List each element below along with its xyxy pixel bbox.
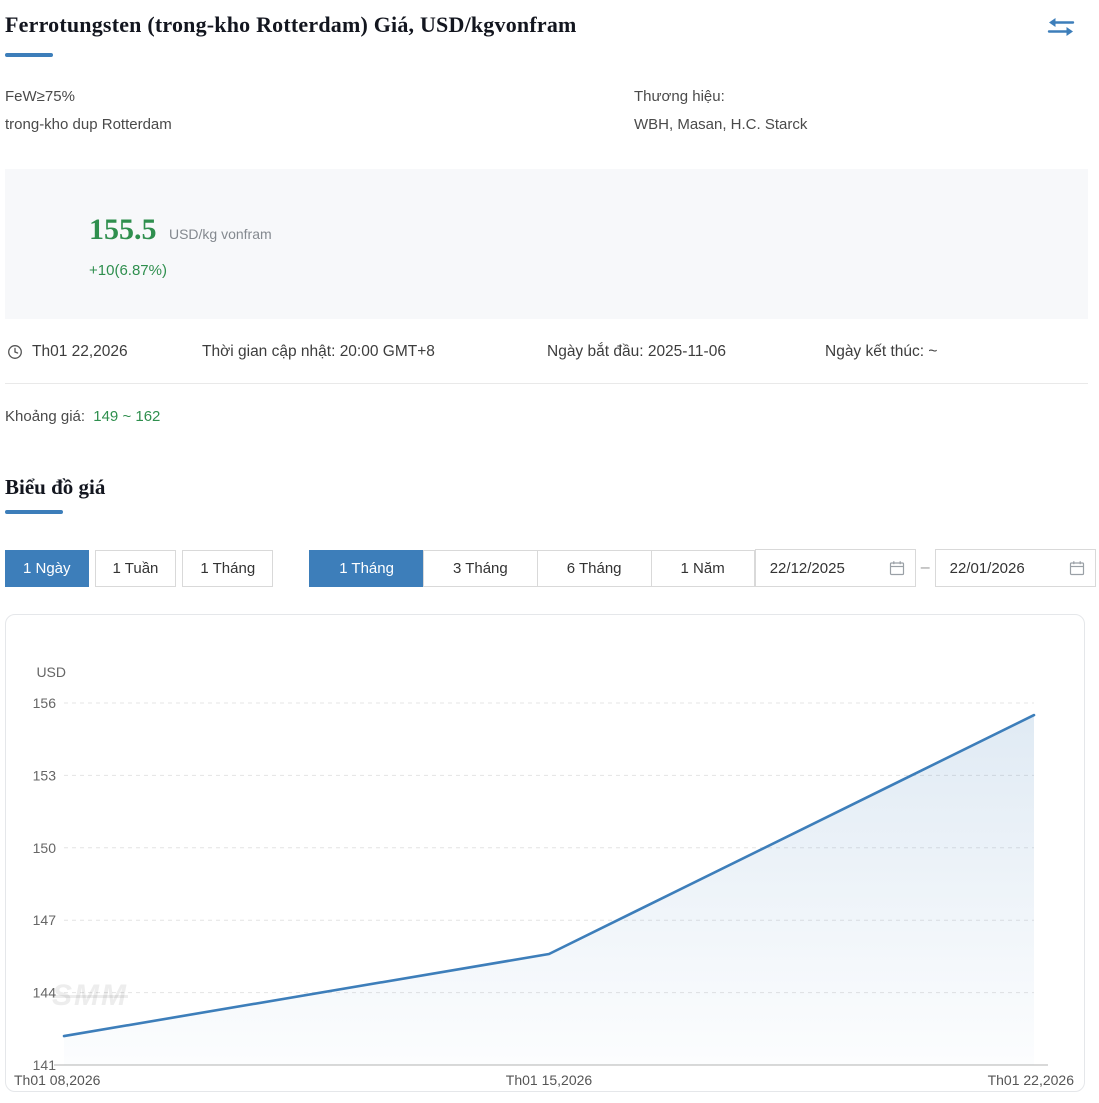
- svg-text:Th01 22,2026: Th01 22,2026: [988, 1072, 1075, 1088]
- price-range-value: 149 ~ 162: [93, 408, 161, 425]
- spec-grade: FeW≥75%: [5, 88, 75, 105]
- spec-section: FeW≥75% trong-kho dup Rotterdam Thương h…: [5, 76, 1085, 139]
- start-date-input[interactable]: 22/12/2025: [754, 549, 916, 587]
- price-line-chart: 141 144 147 150 153 156 USD Th01 08,2026 Th01 15…: [14, 664, 1075, 1088]
- frequency-button-group: 1 Ngày 1 Tuần 1 Tháng: [5, 549, 274, 587]
- brand-block: Thương hiệu: WBH, Masan, H.C. Starck: [586, 76, 808, 139]
- price-unit: USD/kg vonfram: [168, 226, 272, 242]
- swap-arrows-icon: [1047, 18, 1075, 36]
- end-date: Ngày kết thúc: ~: [825, 343, 938, 360]
- title-accent-bar: [5, 53, 53, 57]
- meta-row: Th01 22,2026 Thời gian cập nhật: 20:00 G…: [5, 339, 1088, 384]
- svg-text:147: 147: [33, 912, 57, 928]
- brand-highlight-annotation: [586, 76, 760, 78]
- frequency-1-month-button[interactable]: 1 Tháng: [182, 549, 274, 587]
- start-date: Ngày bắt đầu: 2025-11-06: [547, 343, 726, 360]
- svg-text:141: 141: [33, 1057, 57, 1073]
- update-time: Thời gian cập nhật: 20:00 GMT+8: [202, 343, 435, 360]
- range-tab-group: 1 Tháng 3 Tháng 6 Tháng 1 Năm: [309, 549, 755, 587]
- spec-left: FeW≥75% trong-kho dup Rotterdam: [5, 83, 634, 139]
- svg-text:Th01 08,2026: Th01 08,2026: [14, 1072, 101, 1088]
- page-title: Ferrotungsten (trong-kho Rotterdam) Giá,…: [5, 12, 577, 37]
- price-date: Th01 22,2026: [7, 343, 202, 361]
- range-6-month-tab[interactable]: 6 Tháng: [536, 549, 652, 587]
- end-date-value: 22/01/2026: [949, 559, 1025, 577]
- svg-text:Th01 15,2026: Th01 15,2026: [506, 1072, 593, 1088]
- svg-text:150: 150: [33, 840, 57, 856]
- start-date-value: 22/12/2025: [769, 559, 845, 577]
- price-change: +10(6.87%): [89, 262, 167, 279]
- svg-text:156: 156: [33, 695, 57, 711]
- price-line: 155.5 USD/kg vonfram: [89, 213, 1088, 247]
- brand-value: WBH, Masan, H.C. Starck: [634, 116, 808, 133]
- price-date-text: Th01 22,2026: [32, 343, 128, 360]
- frequency-1-week-button[interactable]: 1 Tuần: [94, 549, 177, 587]
- current-price-panel: 155.5 USD/kg vonfram +10(6.87%): [5, 169, 1088, 319]
- frequency-1-day-button[interactable]: 1 Ngày: [5, 549, 89, 587]
- clock-icon: [7, 344, 23, 360]
- price-range-row: Khoảng giá: 149 ~ 162: [5, 408, 1085, 425]
- page: Ferrotungsten (trong-kho Rotterdam) Giá,…: [5, 12, 1096, 1092]
- chart-controls: 1 Ngày 1 Tuần 1 Tháng 1 Tháng 3 Tháng 6 …: [5, 549, 1096, 587]
- header: Ferrotungsten (trong-kho Rotterdam) Giá,…: [5, 12, 1085, 43]
- price-chart-card: 141 144 147 150 153 156 USD Th01 08,2026 Th01 15…: [5, 614, 1085, 1092]
- svg-text:USD: USD: [36, 664, 66, 680]
- svg-text:144: 144: [33, 985, 57, 1001]
- range-1-month-tab[interactable]: 1 Tháng: [309, 549, 424, 587]
- svg-text:153: 153: [33, 767, 57, 783]
- brand-label: Thương hiệu:: [634, 88, 725, 105]
- price-value: 155.5: [89, 213, 157, 246]
- calendar-icon[interactable]: [889, 560, 905, 576]
- chart-section-title: Biểu đồ giá: [5, 475, 106, 499]
- date-range-separator: –: [920, 559, 930, 576]
- range-1-year-tab[interactable]: 1 Năm: [650, 549, 755, 587]
- spec-warehouse: trong-kho dup Rotterdam: [5, 116, 172, 133]
- chart-title-accent-bar: [5, 510, 63, 514]
- range-3-month-tab[interactable]: 3 Tháng: [422, 549, 538, 587]
- date-range-picker: 22/12/2025 – 22/01/2026: [754, 549, 1096, 587]
- price-range-label: Khoảng giá:: [5, 408, 86, 425]
- smm-watermark: SMM: [52, 979, 128, 1012]
- end-date-input[interactable]: 22/01/2026: [934, 549, 1096, 587]
- calendar-icon[interactable]: [1069, 560, 1085, 576]
- compare-button[interactable]: [1047, 16, 1075, 43]
